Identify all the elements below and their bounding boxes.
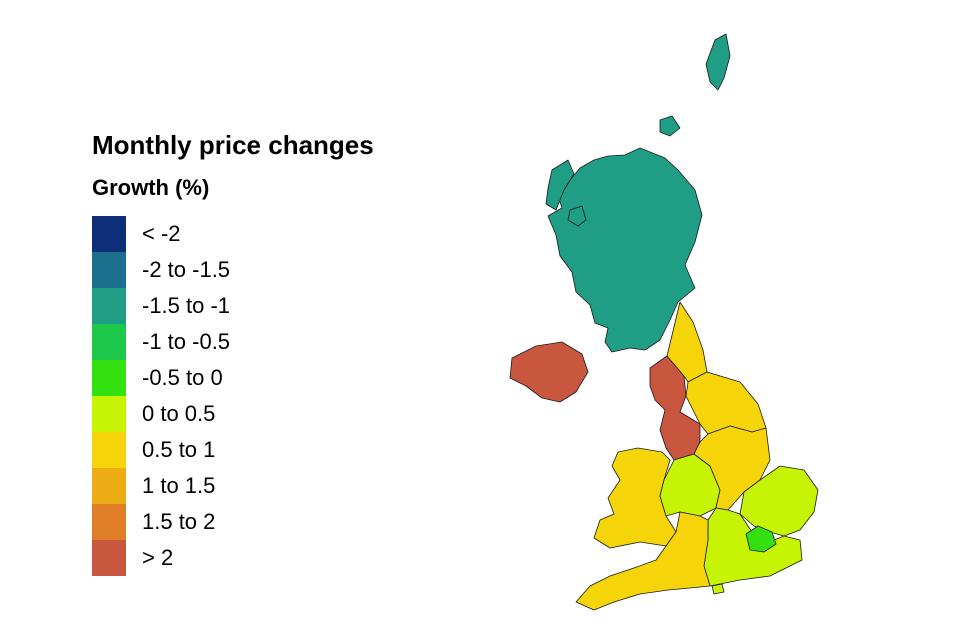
legend-label: 0.5 to 1 <box>142 437 216 462</box>
region-isle-of-wight <box>711 583 725 595</box>
region-scotland-hebrides <box>545 159 575 211</box>
legend-label: 0 to 0.5 <box>142 401 216 426</box>
legend-swatch <box>92 396 126 432</box>
legend-label: -1 to -0.5 <box>142 329 231 354</box>
legend-swatch <box>92 252 126 288</box>
legend-swatch <box>92 216 126 252</box>
region-scotland-skye <box>567 205 587 227</box>
region-northern-ireland <box>509 341 589 403</box>
region-scotland-shetland <box>705 33 731 91</box>
region-wales <box>593 447 677 549</box>
legend-item: 0.5 to 1 <box>92 432 374 468</box>
legend-swatch <box>92 360 126 396</box>
legend-swatch <box>92 468 126 504</box>
legend-item: 1.5 to 2 <box>92 504 374 540</box>
legend-label: 1.5 to 2 <box>142 509 216 534</box>
legend-item: > 2 <box>92 540 374 576</box>
legend-item: 0 to 0.5 <box>92 396 374 432</box>
region-scotland-orkney <box>659 115 681 137</box>
legend-item: -1.5 to -1 <box>92 288 374 324</box>
legend-label: -1.5 to -1 <box>142 293 231 318</box>
map-legend: Monthly price changes Growth (%) < -2 -2 … <box>92 128 374 576</box>
region-south-west <box>575 511 711 611</box>
legend-swatch <box>92 288 126 324</box>
region-east-of-england <box>739 465 819 537</box>
legend-item: -1 to -0.5 <box>92 324 374 360</box>
legend-swatch <box>92 432 126 468</box>
legend-swatch <box>92 540 126 576</box>
legend-items: < -2 -2 to -1.5 -1.5 to -1 -1 to -0.5 -0.5 t… <box>92 216 374 576</box>
legend-subtitle: Growth (%) <box>92 175 210 200</box>
legend-label: > 2 <box>142 545 174 570</box>
legend-label: 1 to 1.5 <box>142 473 216 498</box>
legend-item: -2 to -1.5 <box>92 252 374 288</box>
legend-item: 1 to 1.5 <box>92 468 374 504</box>
legend-title: Monthly price changes <box>92 130 374 160</box>
legend-label: -0.5 to 0 <box>142 365 223 390</box>
region-london <box>745 525 777 553</box>
legend-label: -2 to -1.5 <box>142 257 231 282</box>
legend-label: < -2 <box>142 221 181 246</box>
uk-region-map <box>509 33 819 611</box>
legend-item: -0.5 to 0 <box>92 360 374 396</box>
legend-swatch <box>92 324 126 360</box>
legend-item: < -2 <box>92 216 374 252</box>
legend-swatch <box>92 504 126 540</box>
